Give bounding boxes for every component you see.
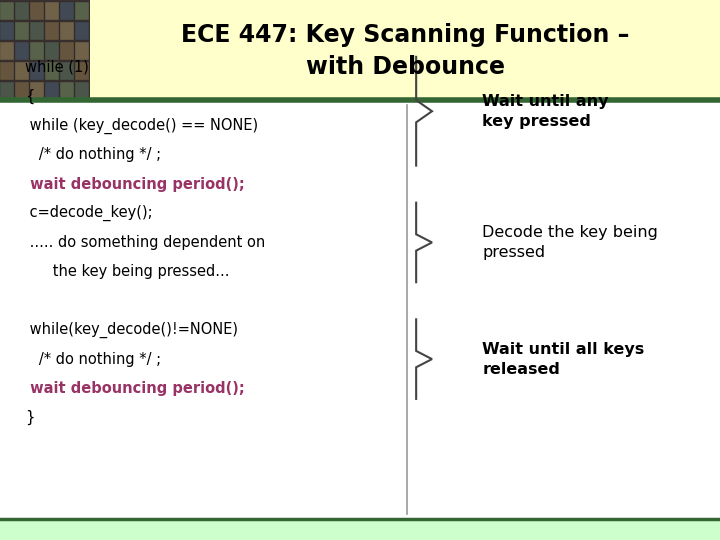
Bar [0,82,14,100]
Bar [75,22,89,40]
Bar [45,22,58,40]
Bar [30,82,43,100]
Bar [60,42,73,60]
Bar [0,42,14,60]
Text: while (1): while (1) [25,60,89,75]
Bar [0,22,14,40]
Text: ..... do something dependent on: ..... do something dependent on [25,235,266,250]
Text: while (key_decode() == NONE): while (key_decode() == NONE) [25,118,258,134]
Text: /* do nothing */ ;: /* do nothing */ ; [25,352,161,367]
Text: wait debouncing period();: wait debouncing period(); [25,177,245,192]
Bar [0,2,14,20]
Bar [0,0,720,100]
Bar [30,42,43,60]
Bar [60,62,73,80]
Bar [15,2,29,20]
Bar [45,62,58,80]
Bar [75,82,89,100]
Text: wait debouncing period();: wait debouncing period(); [25,381,245,396]
Text: c=decode_key();: c=decode_key(); [25,205,153,221]
Bar [0,0,90,100]
Bar [60,82,73,100]
Bar [30,22,43,40]
Text: while(key_decode()!=NONE): while(key_decode()!=NONE) [25,322,238,338]
Bar [15,62,29,80]
Bar [30,62,43,80]
Text: Wait until all keys
released: Wait until all keys released [482,342,644,376]
Bar [0,519,720,540]
Bar [75,42,89,60]
Text: }: } [25,410,35,425]
Text: the key being pressed...: the key being pressed... [25,264,230,279]
Bar [60,22,73,40]
Bar [45,82,58,100]
Bar [0,62,14,80]
Text: ECE 447: Key Scanning Function –: ECE 447: Key Scanning Function – [181,23,629,47]
Bar [75,62,89,80]
Bar [15,22,29,40]
Bar [75,2,89,20]
Text: /* do nothing */ ;: /* do nothing */ ; [25,147,161,163]
Text: {: { [25,89,35,104]
Bar [60,2,73,20]
Bar [15,82,29,100]
Bar [30,2,43,20]
Text: with Debounce: with Debounce [305,55,505,79]
Bar [45,2,58,20]
Bar [45,42,58,60]
Bar [15,42,29,60]
Text: Wait until any
key pressed: Wait until any key pressed [482,94,609,129]
Text: Decode the key being
pressed: Decode the key being pressed [482,225,658,260]
